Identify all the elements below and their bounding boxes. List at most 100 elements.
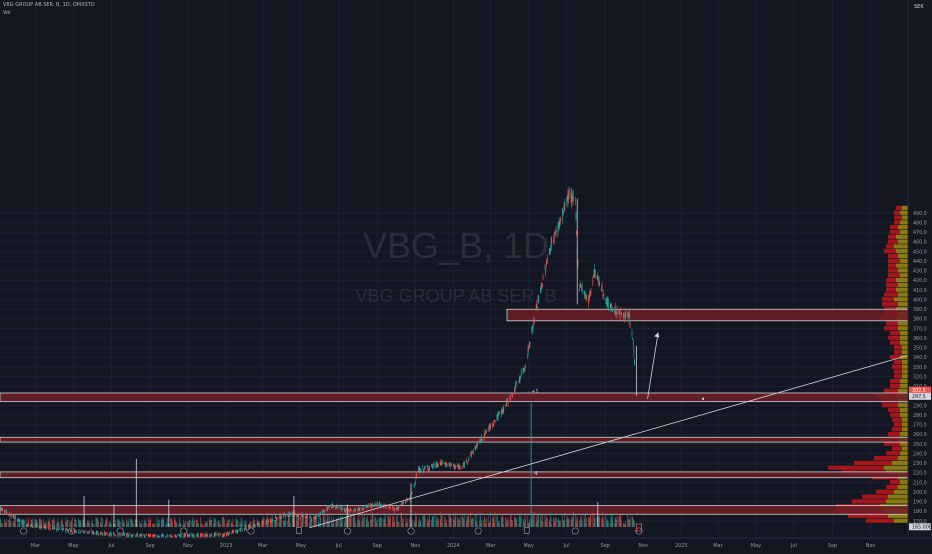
volume-bar — [297, 514, 298, 527]
candle-body — [261, 522, 262, 523]
volume-bar — [603, 521, 604, 527]
currency-label: SEK — [914, 4, 924, 10]
volume-bar — [214, 519, 215, 527]
candle-body — [550, 246, 551, 251]
volume-bar — [219, 520, 220, 527]
volume-bar — [283, 521, 284, 527]
candle-body — [198, 534, 199, 536]
candle-body — [389, 507, 390, 510]
profile-bar-olive — [894, 297, 908, 301]
candle-body — [318, 515, 319, 517]
volume-bar — [571, 516, 572, 527]
volume-bar — [455, 518, 456, 527]
profile-bar-olive — [900, 331, 908, 335]
candle-body — [233, 531, 234, 532]
candle-body — [150, 535, 151, 536]
volume-bar — [511, 515, 512, 527]
volume-bar — [601, 519, 602, 527]
candle-body — [20, 519, 21, 521]
volume-bar — [124, 524, 125, 527]
volume-bar — [271, 521, 272, 527]
volume-bar — [4, 519, 5, 527]
time-tick-label: May — [523, 543, 533, 549]
candle-body — [475, 449, 476, 450]
candle-body — [494, 420, 495, 421]
volume-bar — [332, 524, 333, 527]
volume-bar — [26, 518, 27, 527]
price-tick-label: 460.0 — [913, 240, 927, 246]
candle-body — [310, 517, 311, 518]
candle-body — [393, 508, 394, 509]
volume-bar — [621, 521, 622, 527]
profile-bar-olive — [898, 283, 908, 287]
volume-bar — [516, 519, 517, 527]
candle-body — [424, 466, 425, 468]
volume-bar — [476, 515, 477, 527]
volume-bar — [148, 518, 149, 527]
candle-body — [422, 467, 423, 468]
time-tick-label: Nov — [638, 543, 648, 549]
volume-bar — [236, 518, 237, 527]
candle-body — [454, 465, 455, 468]
candle-body — [545, 271, 546, 274]
volume-bar — [81, 521, 82, 527]
volume-bar — [257, 521, 258, 527]
profile-bar-olive — [898, 326, 908, 330]
time-tick-label: Jul — [335, 543, 342, 549]
volume-bar — [608, 522, 609, 527]
candle-body — [285, 515, 286, 517]
candle-body — [368, 505, 369, 506]
candle-body — [118, 536, 119, 537]
time-tick-label: Sep — [373, 543, 382, 549]
candle-body — [585, 295, 586, 297]
candle-body — [505, 406, 506, 407]
candle-body — [143, 534, 144, 535]
time-tick-label: Nov — [866, 543, 876, 549]
price-tick-label: 470.0 — [913, 230, 927, 236]
volume-bar — [180, 523, 181, 527]
candle-body — [416, 475, 417, 478]
volume-bar — [228, 520, 229, 527]
volume-bar — [211, 520, 212, 527]
candle-body — [15, 517, 16, 518]
candle-body — [562, 213, 563, 220]
candle-body — [114, 534, 115, 537]
candle-body — [612, 310, 613, 311]
candle-body — [416, 476, 417, 479]
volume-bar — [245, 521, 246, 527]
candle-body — [590, 292, 591, 293]
volume-bar — [223, 517, 224, 527]
profile-bar-olive — [898, 268, 908, 272]
candle-body — [403, 503, 404, 504]
candle-body — [394, 509, 395, 511]
volume-bar — [266, 519, 267, 527]
volume-bar — [455, 513, 456, 527]
volume-bar — [543, 522, 544, 527]
profile-bar-red — [888, 273, 900, 277]
volume-bar — [36, 520, 37, 527]
volume-indicator-label: Vol — [3, 10, 10, 16]
volume-bar — [606, 515, 607, 527]
volume-bar — [259, 523, 260, 527]
candle-body — [370, 504, 371, 506]
volume-bar — [580, 517, 581, 527]
candle-body — [589, 292, 590, 298]
candle-body — [354, 509, 355, 510]
candle-body — [185, 534, 186, 536]
volume-bar — [502, 517, 503, 527]
candle-body — [216, 534, 217, 536]
volume-bar — [206, 523, 207, 527]
candle-body — [229, 533, 230, 535]
volume-bar — [49, 522, 50, 527]
volume-bar — [338, 517, 339, 527]
volume-bar — [619, 516, 620, 527]
candle-body — [580, 286, 581, 288]
volume-bar — [633, 519, 634, 527]
volume-bar — [541, 513, 542, 527]
time-tick-label: Mar — [486, 543, 496, 549]
volume-bar — [606, 518, 607, 527]
candle-body — [399, 506, 400, 508]
volume-bar — [612, 514, 613, 527]
